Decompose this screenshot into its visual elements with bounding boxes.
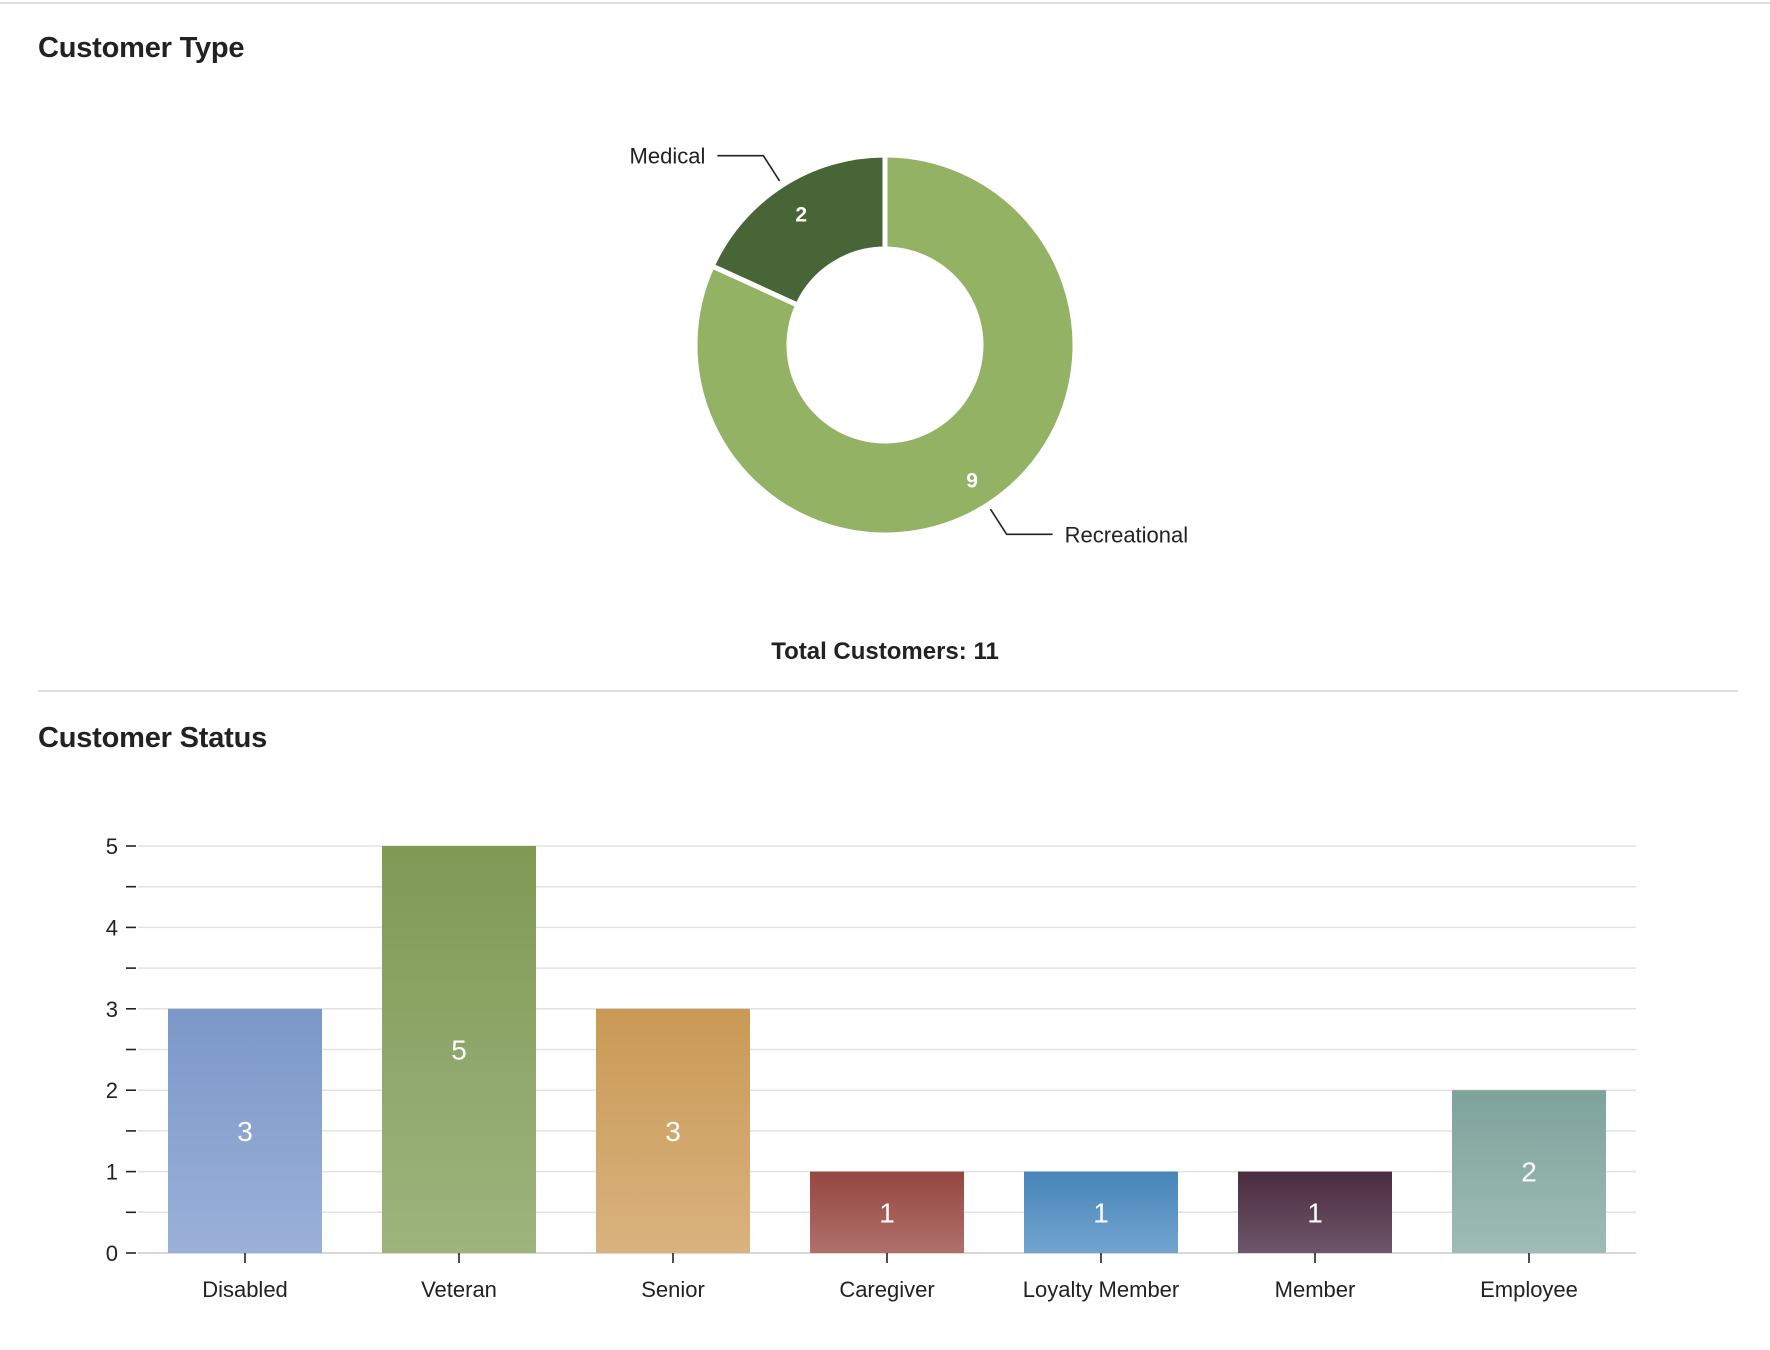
bar-value-label-member: 1 xyxy=(1307,1197,1323,1228)
donut-value-label-medical: 2 xyxy=(795,204,807,227)
donut-slice-recreational[interactable] xyxy=(692,152,1078,538)
x-tick-label-senior: Senior xyxy=(641,1277,705,1302)
y-tick-label: 5 xyxy=(106,834,118,859)
bar-value-label-disabled: 3 xyxy=(237,1116,253,1147)
donut-slice-medical[interactable] xyxy=(708,152,888,309)
x-tick-label-member: Member xyxy=(1275,1277,1356,1302)
customer-status-title: Customer Status xyxy=(38,722,268,754)
bar-loyalty-member[interactable] xyxy=(1024,1171,1178,1253)
x-tick-label-employee: Employee xyxy=(1480,1277,1578,1302)
donut-leader-recreational xyxy=(989,508,1053,536)
y-tick-label: 3 xyxy=(106,997,118,1022)
bar-value-label-employee: 2 xyxy=(1521,1157,1537,1188)
y-tick-label: 0 xyxy=(106,1241,118,1266)
bar-senior[interactable] xyxy=(596,1008,750,1253)
y-tick-label: 1 xyxy=(106,1160,118,1185)
total-customers-label: Total Customers: xyxy=(771,638,967,665)
y-tick-label: 4 xyxy=(106,915,118,940)
bar-employee[interactable] xyxy=(1452,1090,1606,1253)
x-tick-label-caregiver: Caregiver xyxy=(839,1277,934,1302)
total-customers-value: 11 xyxy=(973,638,999,665)
bar-disabled[interactable] xyxy=(168,1008,322,1253)
bar-value-label-caregiver: 1 xyxy=(879,1197,895,1228)
customer-type-title: Customer Type xyxy=(38,32,245,64)
section-divider xyxy=(38,690,1738,692)
bar-member[interactable] xyxy=(1238,1171,1392,1253)
bar-value-label-senior: 3 xyxy=(665,1116,681,1147)
top-divider xyxy=(0,2,1770,4)
total-customers: Total Customers: 11 xyxy=(0,638,1770,666)
x-tick-label-disabled: Disabled xyxy=(202,1277,288,1302)
y-tick-label: 2 xyxy=(106,1078,118,1103)
bar-veteran[interactable] xyxy=(382,846,536,1253)
x-tick-label-veteran: Veteran xyxy=(421,1277,497,1302)
bar-caregiver[interactable] xyxy=(810,1171,964,1253)
donut-value-label-recreational: 9 xyxy=(966,469,978,492)
bar-value-label-veteran: 5 xyxy=(451,1035,467,1066)
bar-value-label-loyalty-member: 1 xyxy=(1093,1197,1109,1228)
donut-leader-medical xyxy=(717,154,781,182)
donut-category-label-recreational: Recreational xyxy=(1065,522,1189,547)
customer-type-donut-chart: 2 Medical 9 Recreational xyxy=(630,144,1189,548)
donut-category-label-medical: Medical xyxy=(630,144,706,169)
x-tick-label-loyalty-member: Loyalty Member xyxy=(1023,1277,1180,1302)
